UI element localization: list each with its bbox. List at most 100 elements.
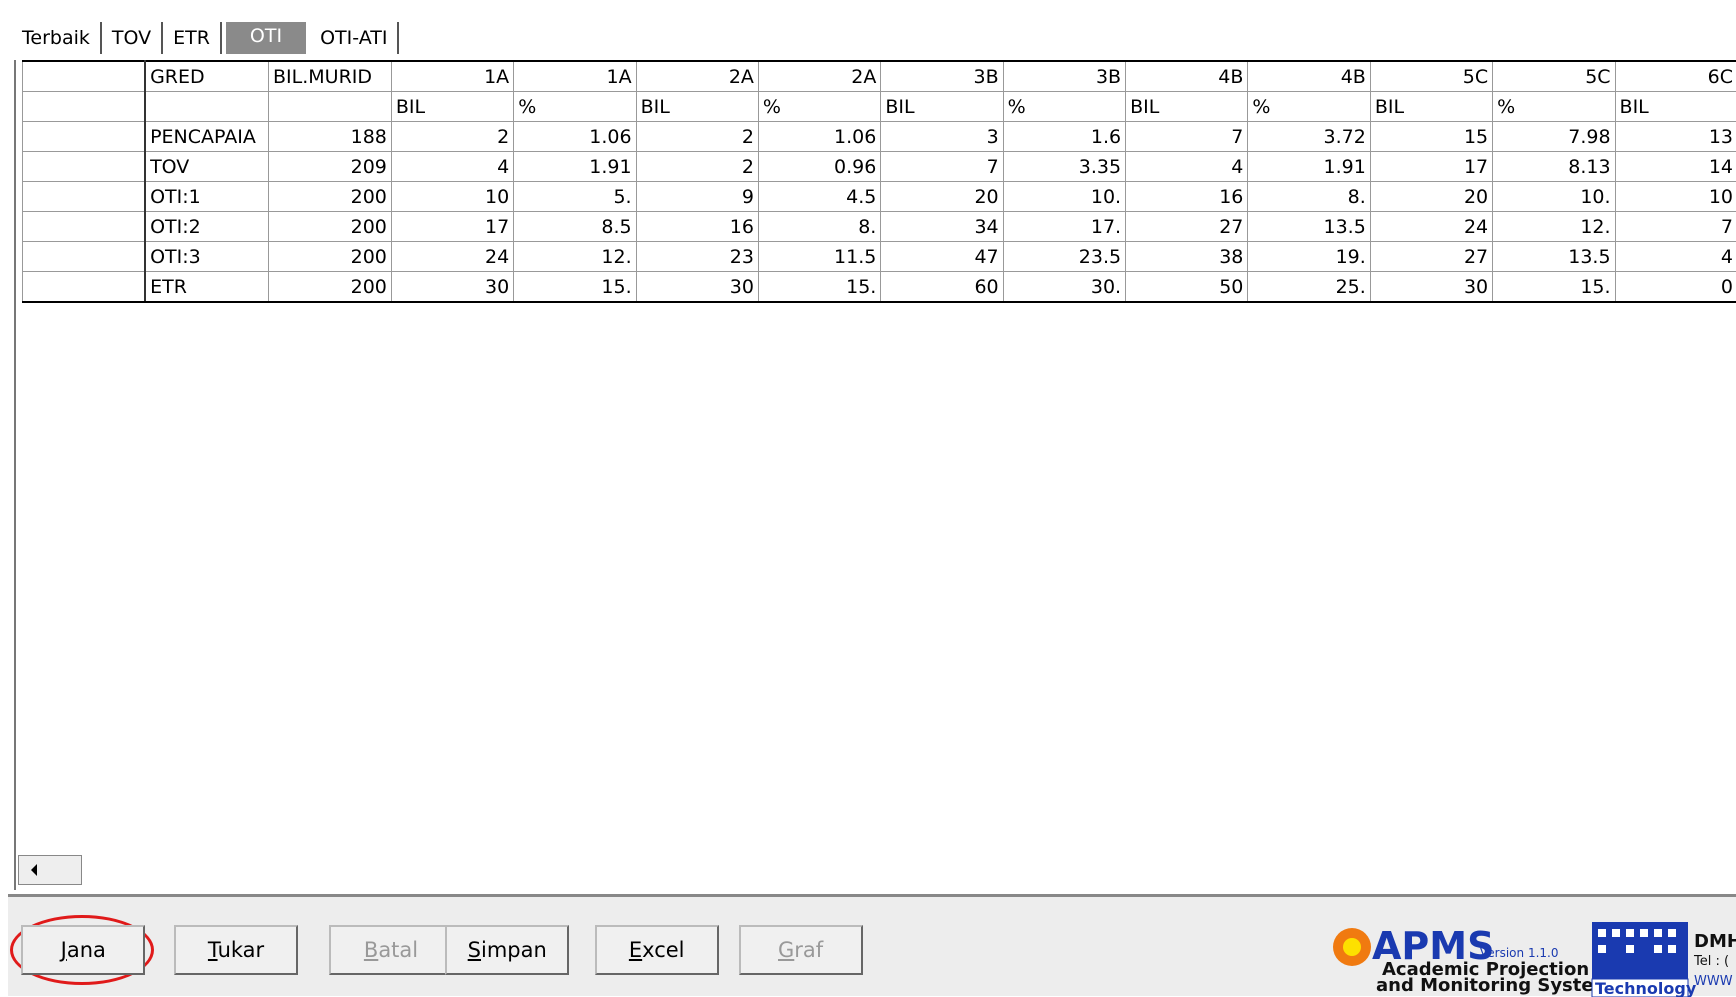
cell: 13	[1615, 122, 1736, 152]
logo-art: APMS Version 1.1.0 Academic Projection a…	[1330, 917, 1736, 997]
cell: 4	[391, 152, 513, 182]
cell: 4	[1126, 152, 1248, 182]
tab[interactable]: TOV	[102, 22, 163, 54]
cell: 13.5	[1493, 242, 1615, 272]
cell: 1.91	[1248, 152, 1370, 182]
cell: 5C	[1493, 61, 1615, 92]
cell: 1.6	[1003, 122, 1125, 152]
cell: 30	[636, 272, 758, 303]
tab[interactable]: Terbaik	[12, 22, 102, 54]
cell: 2	[636, 122, 758, 152]
cell: 4	[1615, 242, 1736, 272]
button: Batal	[329, 925, 453, 975]
cell: 7.98	[1493, 122, 1615, 152]
cell: %	[1248, 92, 1370, 122]
button-label: Excel	[629, 938, 685, 962]
cell: 11.5	[758, 242, 880, 272]
logo-tel: Tel : (	[1693, 954, 1729, 969]
cell	[23, 152, 146, 182]
cell: 7	[1126, 122, 1248, 152]
tab[interactable]: ETR	[163, 22, 222, 54]
cell: 15.	[758, 272, 880, 303]
cell: 12.	[1493, 212, 1615, 242]
cell: 4B	[1248, 61, 1370, 92]
cell: 27	[1370, 242, 1492, 272]
cell: 3B	[1003, 61, 1125, 92]
cell: 50	[1126, 272, 1248, 303]
cell: 30	[1370, 272, 1492, 303]
scroll-left[interactable]	[18, 855, 82, 885]
cell: %	[1493, 92, 1615, 122]
cell: 30	[391, 272, 513, 303]
cell: 10.	[1003, 182, 1125, 212]
cell: 9	[636, 182, 758, 212]
cell	[23, 272, 146, 303]
logo-version: Version 1.1.0	[1480, 946, 1558, 960]
cell: 3B	[881, 61, 1003, 92]
cell: %	[514, 92, 636, 122]
cell: 24	[1370, 212, 1492, 242]
cell: 10	[391, 182, 513, 212]
cell: 0	[1615, 272, 1736, 303]
cell: ETR	[145, 272, 268, 303]
tab[interactable]: OTI-ATI	[310, 22, 399, 54]
cell: BIL	[1615, 92, 1736, 122]
cell: 7	[881, 152, 1003, 182]
button[interactable]: Simpan	[445, 925, 569, 975]
table-row: BIL%BIL%BIL%BIL%BIL%BIL	[23, 92, 1736, 122]
cell: 1A	[391, 61, 513, 92]
cell: PENCAPAIA	[145, 122, 268, 152]
button-label: Graf	[778, 938, 823, 962]
cell: 10.	[1493, 182, 1615, 212]
cell: 8.5	[514, 212, 636, 242]
logo-web: WWW	[1694, 974, 1733, 989]
cell: 17	[391, 212, 513, 242]
cell: 30.	[1003, 272, 1125, 303]
cell: 16	[1126, 182, 1248, 212]
cell: 16	[636, 212, 758, 242]
cell: 20	[1370, 182, 1492, 212]
cell: %	[758, 92, 880, 122]
cell: 14	[1615, 152, 1736, 182]
cell: OTI:2	[145, 212, 268, 242]
cell: TOV	[145, 152, 268, 182]
logo: APMS Version 1.1.0 Academic Projection a…	[1330, 917, 1736, 997]
cell: 15	[1370, 122, 1492, 152]
button[interactable]: Jana	[21, 925, 145, 975]
cell: 12.	[514, 242, 636, 272]
cell	[23, 61, 146, 92]
cell: 2	[636, 152, 758, 182]
cell: 4.5	[758, 182, 880, 212]
button[interactable]: Tukar	[174, 925, 298, 975]
cell	[23, 212, 146, 242]
cell: 6C	[1615, 61, 1736, 92]
button-label: Tukar	[208, 938, 264, 962]
cell: 188	[269, 122, 392, 152]
cell: 25.	[1248, 272, 1370, 303]
cell: 2A	[758, 61, 880, 92]
cell: BIL	[636, 92, 758, 122]
cell: 27	[1126, 212, 1248, 242]
cell: 13.5	[1248, 212, 1370, 242]
button[interactable]: Excel	[595, 925, 719, 975]
cell: 38	[1126, 242, 1248, 272]
tab[interactable]: OTI	[226, 22, 306, 54]
cell: 1.06	[758, 122, 880, 152]
button-label: Simpan	[468, 938, 547, 962]
cell: 3	[881, 122, 1003, 152]
cell: 23.5	[1003, 242, 1125, 272]
cell: 3.35	[1003, 152, 1125, 182]
button-label: Batal	[364, 938, 418, 962]
cell: 23	[636, 242, 758, 272]
cell: 24	[391, 242, 513, 272]
cell	[23, 92, 146, 122]
toolbar: APMS Version 1.1.0 Academic Projection a…	[8, 894, 1736, 996]
cell: 5.	[514, 182, 636, 212]
cell: 3.72	[1248, 122, 1370, 152]
